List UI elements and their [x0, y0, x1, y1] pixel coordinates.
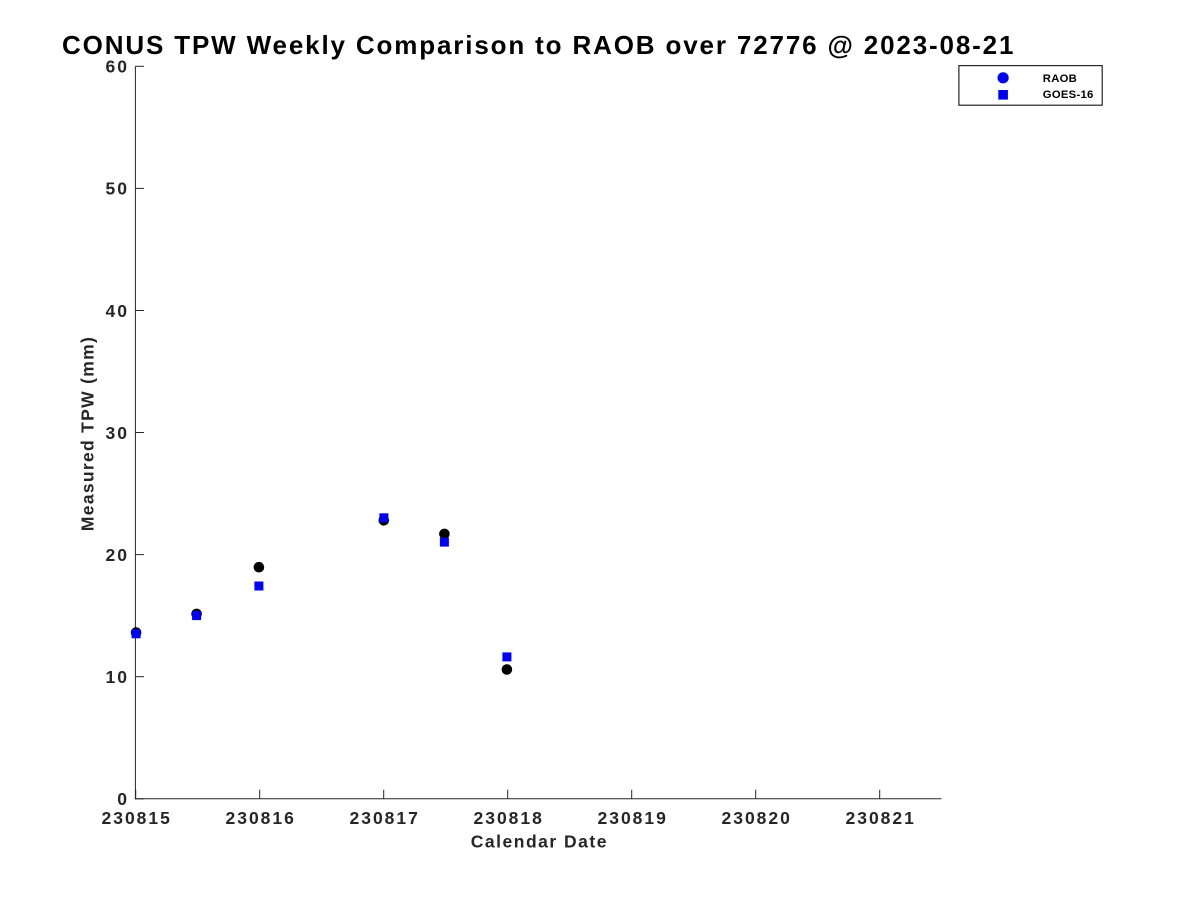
- svg-text:230819: 230819: [597, 808, 667, 828]
- svg-text:RAOB: RAOB: [1043, 73, 1077, 85]
- svg-text:40: 40: [106, 301, 129, 321]
- svg-text:Calendar Date: Calendar Date: [471, 831, 608, 851]
- svg-text:60: 60: [106, 57, 129, 77]
- svg-text:20: 20: [106, 545, 129, 565]
- svg-text:0: 0: [117, 789, 129, 809]
- svg-text:50: 50: [106, 179, 129, 199]
- svg-text:230818: 230818: [473, 808, 543, 828]
- svg-text:30: 30: [106, 423, 129, 443]
- svg-text:230820: 230820: [721, 808, 791, 828]
- svg-text:230816: 230816: [225, 808, 295, 828]
- svg-text:230821: 230821: [845, 808, 915, 828]
- svg-text:10: 10: [106, 667, 129, 687]
- svg-text:Measured TPW (mm): Measured TPW (mm): [78, 336, 98, 531]
- svg-text:230817: 230817: [349, 808, 419, 828]
- svg-text:230815: 230815: [101, 808, 171, 828]
- svg-text:GOES-16: GOES-16: [1043, 89, 1094, 101]
- svg-text:CONUS TPW Weekly Comparison to: CONUS TPW Weekly Comparison to RAOB over…: [62, 30, 1015, 60]
